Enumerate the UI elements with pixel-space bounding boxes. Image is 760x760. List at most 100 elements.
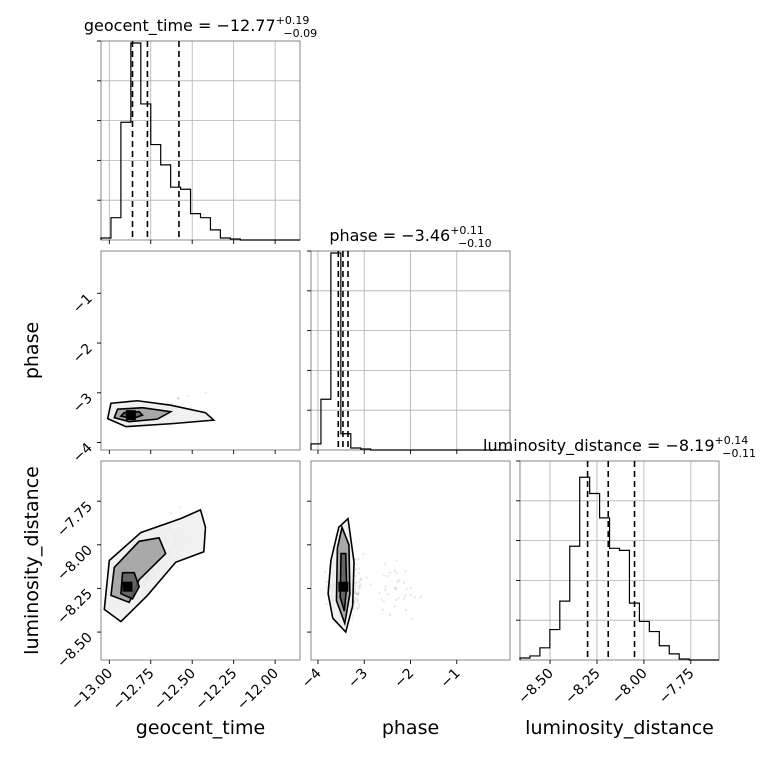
x-tick-label: −13.00 bbox=[68, 666, 116, 714]
y-tick-label: −8.50 bbox=[54, 630, 96, 672]
pair-panel-phase-luminosity_distance bbox=[307, 460, 511, 664]
scatter-point bbox=[176, 396, 180, 400]
scatter-point bbox=[395, 559, 398, 562]
scatter-point bbox=[353, 581, 357, 585]
histogram-geocent_time bbox=[100, 42, 300, 241]
title-prefix: luminosity_distance = bbox=[483, 436, 665, 456]
scatter-point bbox=[410, 617, 414, 620]
title-prefix: phase = bbox=[329, 226, 401, 245]
scatter-point bbox=[352, 607, 356, 610]
x-tick-label: −7.75 bbox=[656, 666, 698, 708]
x-axis-label-geocent_time: geocent_time bbox=[136, 717, 265, 739]
scatter-point bbox=[402, 597, 406, 601]
y-tick-label: −2 bbox=[70, 341, 96, 367]
title-plus: +0.14 bbox=[715, 434, 749, 447]
scatter-point bbox=[358, 582, 362, 586]
histogram-phase bbox=[310, 252, 510, 451]
scatter-point bbox=[378, 591, 381, 594]
scatter-point bbox=[353, 600, 356, 604]
scatter-point bbox=[405, 587, 409, 591]
scatter-point bbox=[359, 577, 362, 581]
scatter-point bbox=[357, 571, 360, 575]
y-tick-label: −1 bbox=[70, 291, 96, 317]
x-axis-label-phase: phase bbox=[382, 717, 439, 739]
scatter-point bbox=[354, 558, 358, 561]
scatter-point bbox=[354, 584, 357, 588]
scatter-point bbox=[351, 614, 355, 617]
x-tick-label: −12.75 bbox=[110, 666, 158, 714]
scatter-point bbox=[356, 598, 360, 601]
title-median: −12.77 bbox=[216, 16, 275, 35]
scatter-point bbox=[357, 602, 361, 606]
scatter-point bbox=[404, 608, 408, 612]
scatter-point bbox=[358, 567, 361, 570]
scatter-point bbox=[353, 588, 357, 592]
scatter-point bbox=[357, 606, 361, 609]
scatter-point bbox=[325, 602, 328, 606]
grid-lines bbox=[520, 461, 719, 660]
scatter-point bbox=[380, 598, 383, 601]
grid-lines bbox=[311, 251, 510, 450]
pair-panel-geocent_time-phase: −4 −3 −2 −1 bbox=[70, 250, 301, 466]
scatter-point bbox=[355, 607, 359, 610]
title-minus: −0.09 bbox=[283, 27, 317, 40]
y-tick-label: −8.00 bbox=[54, 542, 96, 584]
scatter-point bbox=[384, 585, 388, 589]
panel-title-geocent_time: geocent_time = −12.77+0.19 −0.09 bbox=[84, 14, 317, 40]
scatter-point bbox=[325, 580, 328, 584]
scatter-point bbox=[397, 579, 401, 582]
x-tick-label: −4 bbox=[299, 665, 325, 691]
scatter-point bbox=[393, 586, 397, 590]
scatter-point bbox=[356, 593, 360, 596]
scatter-point bbox=[354, 592, 358, 595]
scatter-point bbox=[354, 581, 358, 584]
scatter-point bbox=[358, 584, 362, 588]
x-tick-label: −8.50 bbox=[515, 666, 557, 708]
hist-panel-luminosity_distance: luminosity_distance = −8.19+0.14 −0.11 bbox=[483, 434, 756, 664]
scatter-point bbox=[204, 391, 207, 394]
scatter-point bbox=[357, 557, 360, 561]
scatter-point bbox=[353, 591, 357, 595]
panel-frame bbox=[100, 460, 301, 661]
scatter-point bbox=[356, 600, 359, 603]
y-tick-label: −7.75 bbox=[54, 499, 96, 541]
panel-frame bbox=[100, 40, 301, 241]
scatter-point bbox=[355, 568, 358, 571]
scatter-point bbox=[419, 595, 423, 599]
x-tick-label: −8.00 bbox=[609, 666, 651, 708]
title-plus: +0.11 bbox=[450, 224, 484, 237]
scatter-point bbox=[331, 545, 334, 549]
scatter-point bbox=[409, 586, 413, 589]
scatter-point bbox=[357, 585, 361, 588]
scatter-point bbox=[357, 587, 361, 590]
title-minus: −0.11 bbox=[722, 447, 756, 460]
scatter-point bbox=[177, 397, 181, 400]
x-tick-label: −12.25 bbox=[193, 666, 241, 714]
scatter-point bbox=[394, 571, 398, 575]
scatter-point bbox=[354, 574, 357, 578]
hist-panel-geocent_time: geocent_time = −12.77+0.19 −0.09 bbox=[84, 14, 317, 244]
scatter-point bbox=[409, 593, 413, 597]
scatter-point bbox=[365, 576, 369, 579]
scatter-point bbox=[383, 563, 387, 566]
title-plus: +0.19 bbox=[276, 14, 310, 27]
panel-title-luminosity_distance: luminosity_distance = −8.19+0.14 −0.11 bbox=[483, 434, 756, 460]
pair-panel-geocent_time-luminosity_distance: −8.50−8.25−8.00−7.75 bbox=[54, 460, 301, 672]
scatter-point bbox=[357, 580, 361, 584]
panel-frame bbox=[519, 460, 720, 661]
scatter-point bbox=[362, 552, 365, 556]
scatter-point bbox=[178, 506, 182, 509]
scatter-point bbox=[359, 578, 363, 581]
hist-panel-phase: phase = −3.46+0.11 −0.10 bbox=[307, 224, 511, 454]
scatter-point bbox=[382, 599, 386, 603]
scatter-point bbox=[356, 592, 360, 596]
scatter-point bbox=[170, 402, 174, 406]
density-peak bbox=[338, 581, 349, 592]
y-tick-label: −8.25 bbox=[54, 586, 96, 628]
scatter-point bbox=[395, 588, 398, 591]
scatter-point bbox=[386, 592, 390, 596]
scatter-point bbox=[354, 596, 357, 600]
y-tick-label: −4 bbox=[70, 440, 96, 466]
density-peak bbox=[122, 581, 133, 592]
